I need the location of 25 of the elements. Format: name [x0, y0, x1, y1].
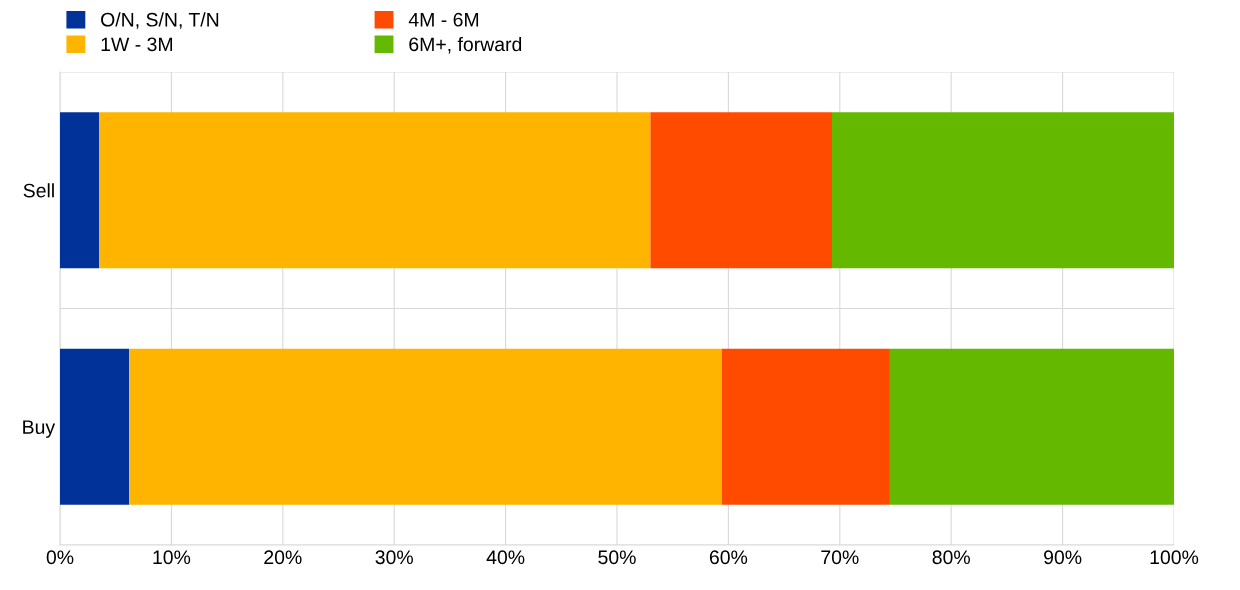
bar: [721, 348, 890, 505]
bar: [98, 112, 651, 269]
legend-label: 4M - 6M: [408, 12, 479, 27]
bar: [60, 348, 130, 505]
legend-label: 1W - 3M: [101, 37, 173, 52]
x-tick-label: 70%: [821, 550, 859, 565]
x-tick-label: 60%: [709, 550, 748, 565]
y-tick-label: Sell: [23, 183, 54, 198]
x-tick-label: 80%: [932, 550, 970, 565]
x-tick-label: 40%: [486, 550, 525, 565]
bar: [889, 348, 1174, 505]
x-tick-label: 30%: [375, 550, 413, 565]
x-tick-label: 90%: [1044, 550, 1082, 565]
bar: [60, 112, 99, 269]
x-tick-label: 20%: [264, 550, 302, 565]
x-tick-label: 10%: [153, 550, 191, 565]
x-tick-label: 100%: [1150, 550, 1199, 565]
x-tick-label: 50%: [598, 550, 636, 565]
bar: [832, 112, 1174, 269]
bar: [650, 112, 832, 269]
x-tick-label: 0%: [46, 550, 74, 565]
y-tick-label: Buy: [23, 420, 56, 438]
legend-label: O/N, S/N, T/N: [101, 12, 219, 29]
legend-label: 6M+, forward: [409, 36, 522, 54]
bar: [129, 348, 722, 505]
